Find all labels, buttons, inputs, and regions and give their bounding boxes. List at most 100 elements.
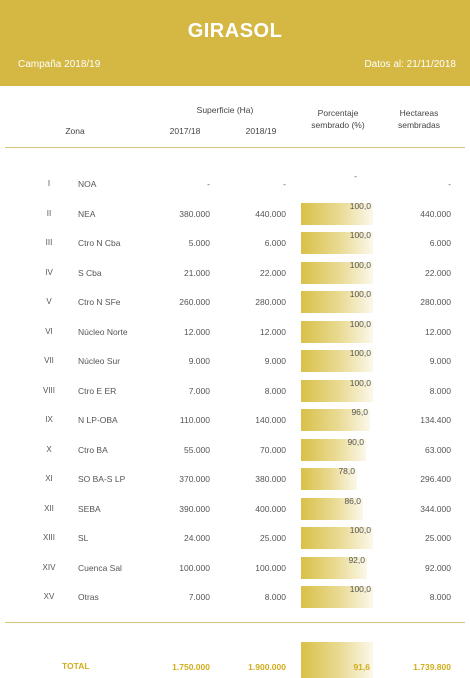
percent-bar	[301, 527, 373, 549]
zone-number: V	[46, 297, 52, 306]
surface-2017: 5.000	[188, 238, 210, 248]
zone-name: Ctro N SFe	[78, 297, 121, 307]
surface-2017: 100.000	[179, 563, 210, 573]
surface-2018: 280.000	[255, 297, 286, 307]
hectareas-sembradas: 344.000	[420, 504, 451, 514]
pct-header-line1: Porcentaje	[317, 108, 359, 118]
zone-name: Otras	[78, 592, 99, 602]
hectareas-sembradas: 63.000	[425, 445, 451, 455]
percent-value: 100,0	[349, 260, 371, 270]
surface-2018: 22.000	[260, 268, 286, 278]
zone-number: XIII	[42, 533, 55, 542]
surface-2018: 9.000	[264, 356, 286, 366]
zone-number: VII	[44, 356, 54, 365]
zone-name: Núcleo Sur	[78, 356, 121, 366]
campaign-label: Campaña 2018/19	[18, 59, 101, 70]
surface-2017: 380.000	[179, 209, 210, 219]
zone-number: IV	[45, 268, 53, 277]
zone-name: SEBA	[78, 504, 101, 514]
zone-name: Ctro E ER	[78, 386, 117, 396]
zone-number: IX	[45, 415, 53, 424]
header-divider	[5, 147, 465, 148]
percent-bar	[301, 232, 373, 254]
surface-2018: 6.000	[264, 238, 286, 248]
surface-2017: 21.000	[184, 268, 210, 278]
page-title: GIRASOL	[187, 20, 283, 42]
hectareas-sembradas: 440.000	[420, 209, 451, 219]
percent-value: 92,0	[348, 555, 365, 565]
percent-value: 96,0	[351, 407, 368, 417]
zone-number: II	[46, 209, 52, 218]
zone-name: SO BA-S LP	[78, 474, 126, 484]
hectareas-sembradas: 6.000	[429, 238, 451, 248]
surface-2018: -	[283, 179, 286, 189]
percent-bar	[301, 468, 357, 490]
surface-2018: 70.000	[260, 445, 286, 455]
percent-bar	[301, 291, 373, 313]
surface-2017: -	[207, 179, 210, 189]
hectareas-sembradas: 25.000	[425, 533, 451, 543]
header-banner: GIRASOL Campaña 2018/19 Datos al: 21/11/…	[0, 0, 470, 86]
percent-value: 100,0	[349, 525, 371, 535]
zone-name: Cuenca Sal	[78, 563, 122, 573]
percent-value: 100,0	[349, 348, 371, 358]
hectareas-sembradas: 9.000	[429, 356, 451, 366]
percent-value: 86,0	[344, 496, 361, 506]
zone-number: XII	[44, 504, 54, 513]
zone-name: Núcleo Norte	[78, 327, 128, 337]
percent-value: 100,0	[349, 319, 371, 329]
surface-2018: 12.000	[260, 327, 286, 337]
surface-2018: 25.000	[260, 533, 286, 543]
hectareas-sembradas: 22.000	[425, 268, 451, 278]
total-hectareas: 1.739.800	[413, 662, 451, 672]
zone-name: N LP-OBA	[78, 415, 118, 425]
percent-value: -	[354, 171, 357, 181]
percent-bar	[301, 409, 370, 431]
percent-value: 100,0	[349, 230, 371, 240]
total-label: TOTAL	[62, 661, 90, 671]
percent-value: 90,0	[347, 437, 364, 447]
percent-value: 78,0	[338, 466, 355, 476]
surface-2017: 7.000	[188, 592, 210, 602]
zone-number: XIV	[42, 563, 56, 572]
surface-2018: 8.000	[264, 592, 286, 602]
surface-2018: 400.000	[255, 504, 286, 514]
percent-value: 100,0	[349, 289, 371, 299]
surface-2017: 12.000	[184, 327, 210, 337]
hectareas-sembradas: 92.000	[425, 563, 451, 573]
zone-name: Ctro BA	[78, 445, 108, 455]
hectareas-sembradas: 8.000	[429, 592, 451, 602]
superficie-header: Superficie (Ha)	[196, 105, 254, 115]
percent-bar	[301, 586, 373, 608]
surface-2018: 8.000	[264, 386, 286, 396]
zona-header: Zona	[65, 126, 85, 136]
percent-value: 100,0	[349, 201, 371, 211]
percent-bar	[301, 203, 373, 225]
surface-2017: 9.000	[188, 356, 210, 366]
surface-2017: 370.000	[179, 474, 210, 484]
data-date-label: Datos al: 21/11/2018	[364, 59, 456, 70]
surface-2017: 7.000	[188, 386, 210, 396]
hectareas-sembradas: -	[448, 179, 451, 189]
total-2017: 1.750.000	[172, 662, 210, 672]
total-percent-bar	[301, 642, 373, 678]
year-2017-header: 2017/18	[169, 126, 201, 136]
surface-2018: 140.000	[255, 415, 286, 425]
hectareas-header: Hectareas sembradas	[384, 107, 454, 131]
zone-name: S Cba	[78, 268, 102, 278]
percent-bar	[301, 350, 373, 372]
surface-2017: 110.000	[179, 415, 210, 425]
total-2018: 1.900.000	[248, 662, 286, 672]
pct-header-line2: sembrado (%)	[311, 120, 365, 130]
zone-number: VI	[45, 327, 53, 336]
hectareas-sembradas: 296.400	[420, 474, 451, 484]
zone-number: III	[45, 238, 53, 247]
surface-2017: 390.000	[179, 504, 210, 514]
percent-bar	[301, 498, 363, 520]
zone-name: Ctro N Cba	[78, 238, 121, 248]
hectareas-sembradas: 12.000	[425, 327, 451, 337]
zone-number: X	[46, 445, 52, 454]
total-percent: 91,6	[353, 662, 370, 672]
zone-number: XI	[45, 474, 53, 483]
percent-bar	[301, 380, 373, 402]
